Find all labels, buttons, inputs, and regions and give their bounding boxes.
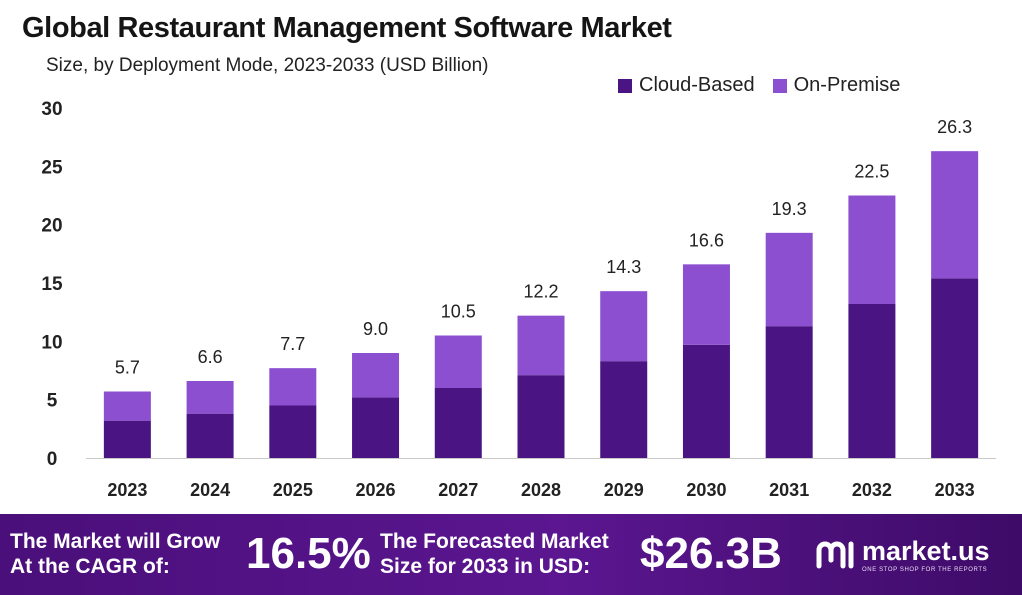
forecast-value: $26.3B	[640, 529, 782, 578]
bar-on-premise	[434, 335, 482, 388]
total-data-label: 10.5	[441, 302, 476, 322]
bar-cloud-based	[765, 326, 813, 458]
y-tick-label: 5	[47, 391, 58, 412]
total-data-label: 19.3	[772, 199, 807, 219]
cagr-value: 16.5%	[246, 529, 371, 578]
footer-banner: The Market will Grow At the CAGR of: 16.…	[0, 514, 1022, 595]
x-tick-label: 2023	[107, 480, 147, 500]
total-data-label: 5.7	[115, 358, 140, 378]
bar-cloud-based	[103, 420, 151, 458]
bar-cloud-based	[848, 304, 896, 458]
x-tick-label: 2028	[521, 480, 561, 500]
bar-on-premise	[600, 291, 648, 362]
bar-cloud-based	[600, 361, 648, 458]
y-tick-label: 25	[41, 157, 63, 178]
x-tick-label: 2030	[686, 480, 726, 500]
bar-cloud-based	[434, 388, 482, 458]
legend-item-onpremise: On-Premise	[772, 74, 901, 97]
bar-on-premise	[517, 315, 565, 376]
x-tick-label: 2032	[852, 480, 892, 500]
legend-label-onpremise: On-Premise	[793, 74, 901, 96]
y-tick-label: 20	[41, 216, 62, 237]
y-tick-label: 30	[41, 99, 62, 120]
bar-cloud-based	[186, 413, 234, 458]
total-data-label: 6.6	[198, 347, 223, 367]
x-tick-label: 2024	[190, 480, 230, 500]
total-data-label: 9.0	[363, 319, 388, 339]
brand-tagline: ONE STOP SHOP FOR THE REPORTS	[862, 567, 988, 573]
market-us-logo-icon	[816, 541, 854, 569]
chart-subtitle: Size, by Deployment Mode, 2023-2033 (USD…	[46, 55, 489, 76]
total-data-label: 16.6	[689, 230, 724, 250]
cagr-line-1: The Market will Grow	[10, 530, 221, 553]
bar-cloud-based	[682, 344, 730, 458]
total-data-label: 14.3	[606, 257, 641, 277]
legend-swatch-cloud	[618, 78, 632, 93]
brand-name: market.us	[862, 536, 990, 566]
bar-on-premise	[765, 232, 813, 327]
bar-chart: 0510152025305.720236.620247.720259.02026…	[41, 99, 996, 500]
bar-on-premise	[352, 353, 400, 398]
bar-cloud-based	[352, 397, 400, 458]
bar-on-premise	[186, 381, 234, 414]
total-data-label: 22.5	[854, 162, 889, 182]
forecast-line-1: The Forecasted Market	[380, 530, 609, 553]
legend: Cloud-Based On-Premise	[618, 74, 918, 97]
bar-on-premise	[848, 195, 896, 304]
x-tick-label: 2025	[273, 480, 313, 500]
cagr-line-2: At the CAGR of:	[10, 555, 170, 578]
bar-on-premise	[103, 391, 151, 421]
x-tick-label: 2029	[604, 480, 644, 500]
x-tick-label: 2026	[356, 480, 396, 500]
chart-title: Global Restaurant Management Software Ma…	[22, 12, 672, 44]
legend-label-cloud: Cloud-Based	[639, 74, 755, 96]
bar-cloud-based	[269, 405, 317, 458]
y-tick-label: 0	[47, 449, 58, 470]
y-tick-label: 15	[41, 274, 63, 295]
total-data-label: 26.3	[937, 117, 972, 137]
x-tick-label: 2027	[438, 480, 478, 500]
legend-swatch-onpremise	[772, 78, 787, 93]
legend-item-cloud: Cloud-Based	[618, 74, 755, 97]
forecast-line-2: Size for 2033 in USD:	[380, 555, 591, 578]
y-tick-label: 10	[41, 332, 62, 353]
bar-on-premise	[682, 264, 730, 345]
cagr-caption: The Market will Grow At the CAGR of:	[10, 529, 220, 579]
total-data-label: 12.2	[523, 282, 558, 302]
forecast-caption: The Forecasted Market Size for 2033 in U…	[380, 529, 609, 579]
total-data-label: 7.7	[280, 334, 305, 354]
x-tick-label: 2033	[935, 480, 975, 500]
bar-cloud-based	[517, 375, 565, 458]
bar-cloud-based	[931, 278, 979, 458]
bar-on-premise	[931, 151, 979, 279]
x-tick-label: 2031	[769, 480, 809, 500]
bar-on-premise	[269, 368, 317, 406]
